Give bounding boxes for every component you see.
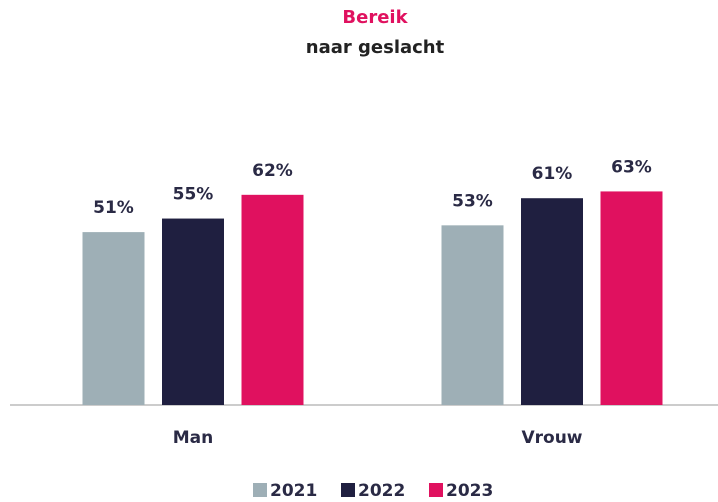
data-label: 53%: [452, 191, 493, 211]
data-label: 55%: [173, 185, 214, 205]
bar: [441, 225, 504, 405]
data-label: 63%: [611, 157, 652, 177]
bar: [600, 191, 663, 405]
legend-swatch: [253, 483, 267, 497]
bar: [521, 198, 583, 405]
data-label: 51%: [93, 198, 134, 218]
chart-subtitle: naar geslacht: [306, 37, 445, 58]
bar: [82, 232, 145, 405]
legend-label: 2023: [446, 481, 493, 501]
data-label: 61%: [532, 164, 573, 184]
bar: [162, 218, 224, 405]
x-tick-label: Vrouw: [521, 428, 582, 448]
legend-swatch: [341, 483, 355, 497]
chart-title: Bereik: [342, 7, 408, 28]
bar: [241, 194, 304, 405]
legend-label: 2021: [270, 481, 317, 501]
x-tick-label: Man: [173, 428, 214, 448]
legend-label: 2022: [358, 481, 405, 501]
legend-swatch: [429, 483, 443, 497]
data-label: 62%: [252, 161, 293, 181]
